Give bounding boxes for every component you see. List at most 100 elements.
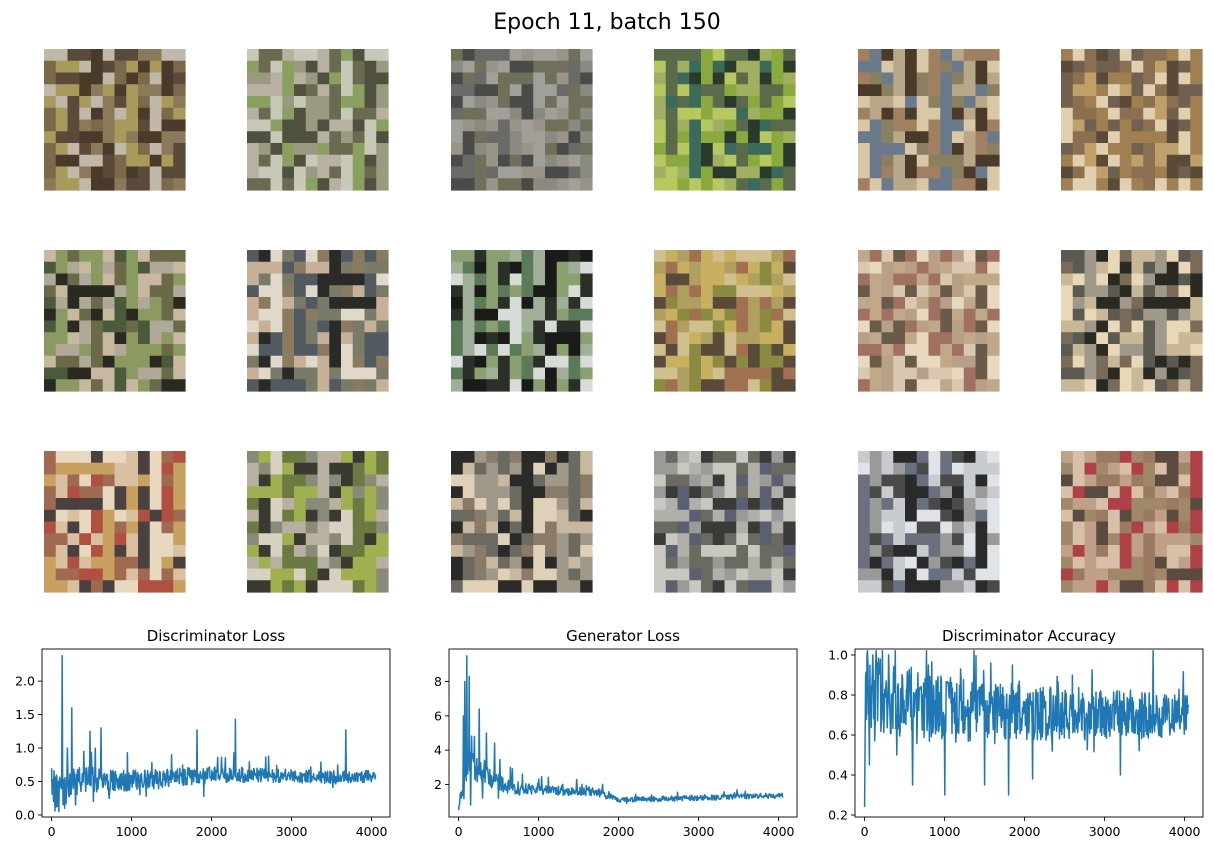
sample-pixel xyxy=(987,49,1000,62)
sample-pixel xyxy=(665,273,679,286)
sample-pixel xyxy=(893,355,906,369)
sample-pixel xyxy=(44,521,57,534)
sample-pixel xyxy=(1178,250,1191,263)
sample-pixel xyxy=(1072,568,1086,581)
sample-pixel xyxy=(869,107,883,121)
sample-pixel xyxy=(916,379,930,392)
sample-pixel xyxy=(44,154,57,168)
sample-pixel xyxy=(451,580,464,593)
sample-pixel xyxy=(881,261,894,275)
sample-pixel xyxy=(916,509,930,523)
sample-pixel xyxy=(748,474,761,487)
sample-pixel xyxy=(102,533,116,546)
sample-pixel xyxy=(270,131,283,144)
sample-pixel xyxy=(474,154,487,168)
sample-pixel xyxy=(1166,498,1180,511)
sample-pixel xyxy=(1166,533,1180,546)
sample-pixel xyxy=(1096,84,1109,97)
sample-pixel xyxy=(987,521,1000,534)
sample-pixel xyxy=(556,533,570,546)
sample-pixel xyxy=(317,521,330,534)
sample-pixel xyxy=(173,521,186,534)
sample-pixel xyxy=(677,84,690,97)
sample-pixel xyxy=(79,49,92,62)
sample-pixel xyxy=(451,498,464,511)
sample-pixel xyxy=(556,308,570,322)
sample-pixel xyxy=(568,297,581,310)
sample-pixel xyxy=(474,60,487,74)
sample-pixel xyxy=(149,580,163,593)
sample-pixel xyxy=(1131,509,1144,523)
sample-pixel xyxy=(701,107,714,121)
sample-pixel xyxy=(545,568,558,581)
sample-pixel xyxy=(1084,107,1097,121)
sample-pixel xyxy=(952,154,965,168)
sample-pixel xyxy=(928,556,941,570)
sample-pixel xyxy=(138,568,151,581)
sample-pixel xyxy=(724,308,737,322)
sample-pixel xyxy=(654,533,667,546)
sample-pixel xyxy=(556,556,570,570)
sample-pixel xyxy=(1131,96,1144,109)
sample-pixel xyxy=(1143,250,1156,263)
sample-pixel xyxy=(161,545,174,558)
sample-pixel xyxy=(963,143,977,156)
sample-pixel xyxy=(748,332,761,345)
sample-pixel xyxy=(940,131,953,144)
sample-pixel xyxy=(858,49,871,62)
sample-pixel xyxy=(173,556,186,570)
sample-pixel xyxy=(1061,498,1074,511)
sample-pixel xyxy=(364,379,377,392)
sample-pixel xyxy=(928,545,941,558)
sample-pixel xyxy=(329,72,342,85)
sample-pixel xyxy=(462,462,476,476)
sample-pixel xyxy=(55,72,69,85)
sample-pixel xyxy=(114,250,127,263)
sample-pixel xyxy=(67,367,80,380)
sample-pixel xyxy=(580,96,593,109)
sample-pixel xyxy=(1143,273,1156,286)
sample-pixel xyxy=(1131,84,1144,97)
sample-pixel xyxy=(341,154,354,168)
sample-pixel xyxy=(521,332,534,345)
sample-pixel xyxy=(1178,462,1191,476)
sample-pixel xyxy=(858,545,871,558)
sample-pixel xyxy=(545,60,558,74)
sample-pixel xyxy=(1131,49,1144,62)
sample-pixel xyxy=(317,451,330,464)
sample-pixel xyxy=(1190,474,1203,487)
sample-pixel xyxy=(1061,379,1074,392)
sample-pixel xyxy=(102,250,116,263)
sample-pixel xyxy=(987,250,1000,263)
sample-pixel xyxy=(258,261,272,275)
sample-pixel xyxy=(1143,344,1156,357)
sample-pixel xyxy=(1108,498,1121,511)
sample-pixel xyxy=(1084,72,1097,85)
sample-pixel xyxy=(905,521,918,534)
sample-pixel xyxy=(677,72,690,85)
sample-pixel xyxy=(341,273,354,286)
sample-pixel xyxy=(258,568,272,581)
sample-pixel xyxy=(654,131,667,144)
sample-pixel xyxy=(1131,498,1144,511)
sample-pixel xyxy=(568,521,581,534)
sample-pixel xyxy=(893,308,906,322)
sample-pixel xyxy=(1178,533,1191,546)
sample-pixel xyxy=(138,332,151,345)
sample-pixel xyxy=(952,107,965,121)
sample-pixel xyxy=(102,320,116,333)
sample-pixel xyxy=(1178,509,1191,523)
sample-pixel xyxy=(580,332,593,345)
sample-pixel xyxy=(1190,580,1203,593)
sample-pixel xyxy=(905,178,918,191)
sample-pixel xyxy=(783,451,796,464)
sample-pixel xyxy=(1061,451,1074,464)
sample-pixel xyxy=(893,49,906,62)
sample-pixel xyxy=(771,568,784,581)
sample-pixel xyxy=(783,367,796,380)
sample-pixel xyxy=(498,72,511,85)
sample-pixel xyxy=(556,498,570,511)
sample-pixel xyxy=(545,474,558,487)
sample-pixel xyxy=(1108,178,1121,191)
sample-pixel xyxy=(114,297,127,310)
